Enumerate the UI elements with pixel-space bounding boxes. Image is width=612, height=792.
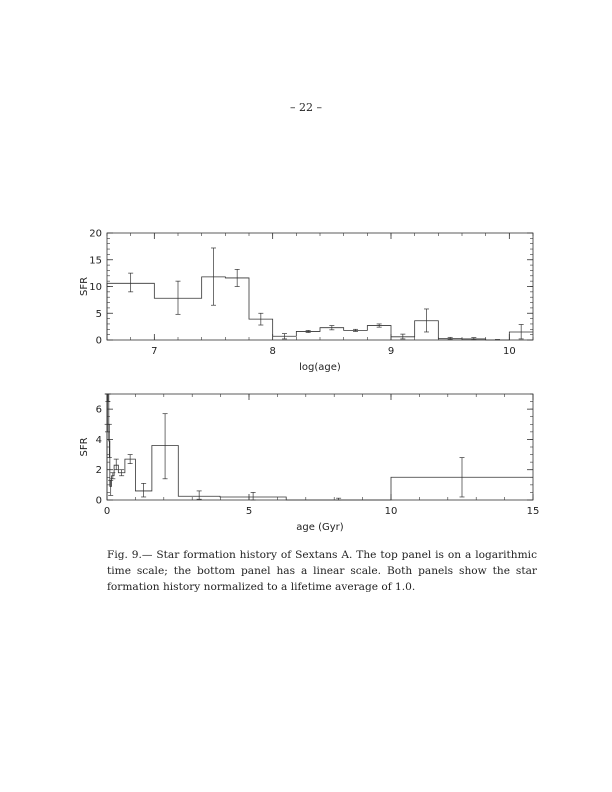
y-tick-label: 6: [96, 405, 102, 416]
sfr-histogram: [106, 393, 533, 501]
y-tick-label: 4: [96, 435, 102, 446]
sfr-bin: [282, 333, 287, 340]
sfr-bin: [329, 325, 335, 331]
sfr-bin: [336, 497, 342, 501]
x-tick-label: 8: [269, 346, 275, 357]
sfr-bin: [258, 312, 264, 326]
x-tick-label: 10: [503, 346, 516, 357]
sfr-bin: [127, 454, 133, 465]
sfr-bin: [471, 337, 477, 341]
sfr-bin: [119, 469, 125, 477]
sfr-bin: [518, 324, 524, 340]
sfr-bin: [108, 479, 114, 496]
sfr-bin: [376, 323, 382, 328]
sfr-bin: [110, 472, 116, 480]
y-tick-label: 20: [89, 229, 102, 240]
y-axis-label: SFR: [79, 437, 90, 456]
sfr-bin: [424, 308, 429, 333]
x-axis-label: log(age): [299, 362, 341, 373]
sfr-bin: [495, 339, 500, 341]
sfr-bin: [305, 330, 311, 333]
sfr-bin: [211, 247, 216, 306]
sfr-bin: [234, 269, 240, 287]
y-tick-label: 10: [89, 282, 102, 293]
sfr-bin: [447, 336, 453, 340]
plot-frame: [106, 393, 534, 501]
x-tick-label: 0: [104, 506, 110, 517]
sfr-bin: [400, 333, 406, 340]
sfr-bin: [250, 492, 256, 501]
plot-frame: [106, 232, 534, 341]
sfr-bin: [353, 328, 358, 332]
figure-caption: Fig. 9.— Star formation history of Sexta…: [107, 549, 537, 593]
sfr-bin: [175, 280, 181, 315]
y-tick-label: 2: [96, 465, 102, 476]
sfr-bin: [106, 423, 112, 458]
sfr-bin: [459, 457, 465, 498]
top-panel-log-scale: 7 8 9 10 0 5 10 15 20 log(age) SFR: [79, 229, 534, 373]
y-tick-label: 0: [96, 496, 102, 507]
x-axis-label: age (Gyr): [296, 522, 343, 533]
sfr-bin: [105, 393, 111, 402]
sfr-bin: [113, 458, 119, 471]
x-tick-label: 5: [246, 506, 252, 517]
y-tick-label: 15: [89, 255, 102, 266]
sfr-bin: [141, 482, 147, 498]
y-axis-label: SFR: [79, 277, 90, 296]
sfr-bin: [128, 272, 134, 293]
x-tick-label: 15: [527, 506, 540, 517]
page-number: – 22 –: [290, 101, 322, 114]
y-tick-label: 5: [96, 309, 102, 320]
x-tick-label: 7: [151, 346, 157, 357]
y-tick-label: 0: [96, 336, 102, 347]
bottom-panel-linear-scale: 0 5 10 15 0 2 4 6 age (Gyr) SFR: [79, 393, 540, 533]
sfr-histogram: [106, 276, 533, 341]
sfr-bin: [162, 413, 168, 480]
x-tick-label: 9: [388, 346, 394, 357]
sfr-bin: [196, 490, 202, 500]
x-tick-label: 10: [385, 506, 398, 517]
